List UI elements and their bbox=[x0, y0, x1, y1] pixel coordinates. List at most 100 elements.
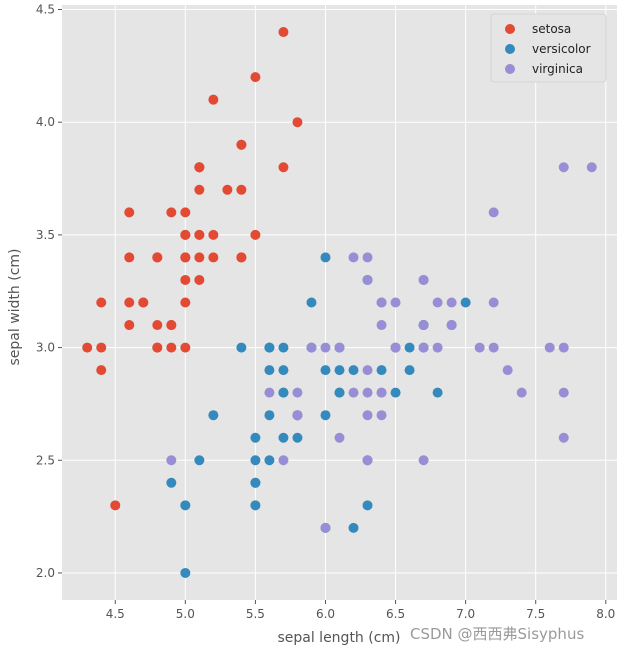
data-point-setosa bbox=[180, 207, 191, 218]
data-point-setosa bbox=[152, 320, 163, 331]
data-point-setosa bbox=[180, 297, 191, 308]
x-tick-label: 6.0 bbox=[316, 607, 335, 621]
data-point-versicolor bbox=[334, 387, 345, 398]
legend-box bbox=[490, 13, 607, 83]
y-tick-label: 4.5 bbox=[36, 3, 55, 17]
data-point-setosa bbox=[124, 207, 135, 218]
data-point-versicolor bbox=[306, 297, 317, 308]
data-point-versicolor bbox=[320, 410, 331, 421]
data-point-virginica bbox=[586, 162, 597, 173]
data-point-virginica bbox=[362, 410, 373, 421]
data-point-versicolor bbox=[208, 410, 219, 421]
data-point-setosa bbox=[166, 320, 177, 331]
data-point-versicolor bbox=[404, 342, 415, 353]
data-point-virginica bbox=[376, 320, 387, 331]
data-point-virginica bbox=[516, 387, 527, 398]
data-point-setosa bbox=[166, 342, 177, 353]
data-point-virginica bbox=[376, 297, 387, 308]
y-tick-label: 3.5 bbox=[36, 228, 55, 242]
y-tick-label: 2.5 bbox=[36, 453, 55, 467]
data-point-virginica bbox=[544, 342, 555, 353]
y-axis-ticks: 2.0 2.5 3.0 3.5 4.0 4.5 bbox=[36, 3, 62, 580]
data-point-virginica bbox=[376, 387, 387, 398]
data-point-virginica bbox=[320, 342, 331, 353]
data-point-versicolor bbox=[404, 365, 415, 376]
data-point-virginica bbox=[362, 252, 373, 263]
data-point-virginica bbox=[558, 387, 569, 398]
data-point-virginica bbox=[334, 342, 345, 353]
data-point-virginica bbox=[418, 274, 429, 285]
y-tick-label: 4.0 bbox=[36, 115, 55, 129]
data-point-virginica bbox=[558, 162, 569, 173]
data-point-setosa bbox=[180, 252, 191, 263]
data-point-virginica bbox=[474, 342, 485, 353]
legend-label-virginica: virginica bbox=[532, 62, 583, 76]
data-point-setosa bbox=[236, 139, 247, 150]
data-point-virginica bbox=[418, 320, 429, 331]
data-point-versicolor bbox=[264, 342, 275, 353]
data-point-versicolor bbox=[362, 500, 373, 511]
data-point-setosa bbox=[152, 252, 163, 263]
data-point-virginica bbox=[390, 342, 401, 353]
data-point-setosa bbox=[208, 229, 219, 240]
data-point-virginica bbox=[446, 320, 457, 331]
data-point-versicolor bbox=[166, 477, 177, 488]
x-tick-label: 5.0 bbox=[176, 607, 195, 621]
data-point-versicolor bbox=[180, 500, 191, 511]
data-point-virginica bbox=[432, 297, 443, 308]
data-point-setosa bbox=[96, 365, 107, 376]
data-point-setosa bbox=[96, 297, 107, 308]
data-point-virginica bbox=[320, 522, 331, 533]
data-points bbox=[82, 27, 597, 578]
data-point-versicolor bbox=[432, 387, 443, 398]
watermark-text: CSDN @西西弗Sisyphus bbox=[410, 625, 584, 643]
data-point-versicolor bbox=[180, 567, 191, 578]
data-point-virginica bbox=[376, 410, 387, 421]
data-point-setosa bbox=[194, 162, 205, 173]
data-point-setosa bbox=[82, 342, 93, 353]
data-point-virginica bbox=[488, 342, 499, 353]
legend-marker-setosa bbox=[505, 24, 515, 34]
data-point-setosa bbox=[180, 342, 191, 353]
data-point-setosa bbox=[208, 252, 219, 263]
data-point-virginica bbox=[278, 455, 289, 466]
data-point-setosa bbox=[152, 342, 163, 353]
data-point-versicolor bbox=[250, 477, 261, 488]
data-point-setosa bbox=[236, 184, 247, 195]
data-point-virginica bbox=[418, 455, 429, 466]
data-point-versicolor bbox=[348, 365, 359, 376]
data-point-versicolor bbox=[264, 365, 275, 376]
data-point-versicolor bbox=[278, 342, 289, 353]
legend-label-setosa: setosa bbox=[532, 22, 571, 36]
data-point-setosa bbox=[278, 27, 289, 38]
data-point-setosa bbox=[96, 342, 107, 353]
data-point-versicolor bbox=[376, 365, 387, 376]
data-point-setosa bbox=[278, 162, 289, 173]
y-axis-label: sepal width (cm) bbox=[7, 248, 23, 365]
data-point-versicolor bbox=[278, 365, 289, 376]
x-tick-label: 8.0 bbox=[596, 607, 615, 621]
data-point-virginica bbox=[334, 432, 345, 443]
data-point-virginica bbox=[306, 342, 317, 353]
data-point-virginica bbox=[362, 387, 373, 398]
legend: setosa versicolor virginica bbox=[490, 13, 607, 83]
data-point-virginica bbox=[292, 387, 303, 398]
data-point-virginica bbox=[558, 342, 569, 353]
data-point-setosa bbox=[180, 274, 191, 285]
y-tick-label: 3.0 bbox=[36, 341, 55, 355]
x-axis-label: sepal length (cm) bbox=[277, 630, 400, 646]
data-point-virginica bbox=[488, 207, 499, 218]
data-point-versicolor bbox=[264, 455, 275, 466]
data-point-versicolor bbox=[348, 522, 359, 533]
data-point-setosa bbox=[166, 207, 177, 218]
data-point-versicolor bbox=[460, 297, 471, 308]
data-point-virginica bbox=[488, 297, 499, 308]
data-point-versicolor bbox=[320, 252, 331, 263]
data-point-setosa bbox=[180, 229, 191, 240]
data-point-virginica bbox=[264, 387, 275, 398]
data-point-setosa bbox=[124, 297, 135, 308]
x-tick-label: 6.5 bbox=[386, 607, 405, 621]
x-tick-label: 7.0 bbox=[456, 607, 475, 621]
x-tick-label: 5.5 bbox=[246, 607, 265, 621]
